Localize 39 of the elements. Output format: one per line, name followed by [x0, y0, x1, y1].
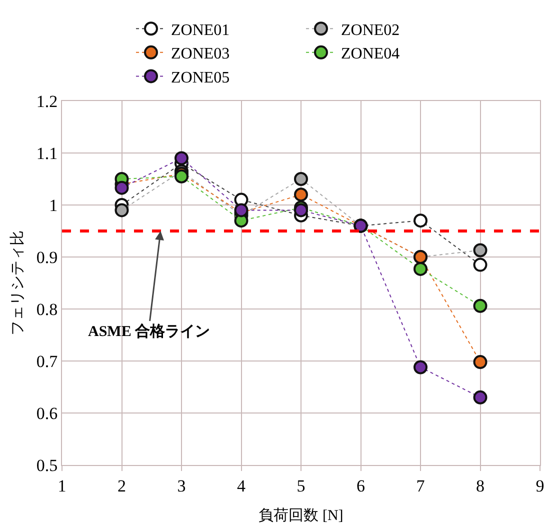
x-axis-title: 負荷回数 [N]	[258, 507, 344, 524]
legend-label: ZONE04	[341, 46, 400, 63]
y-tick-label: 0.5	[36, 456, 58, 475]
y-tick-label: 1.2	[36, 92, 58, 111]
point	[473, 258, 488, 272]
x-tick-label: 5	[296, 476, 306, 496]
point	[294, 172, 308, 186]
legend-label: ZONE01	[171, 22, 230, 39]
x-tick-label: 3	[177, 476, 186, 496]
point	[473, 243, 488, 258]
point	[473, 298, 488, 313]
y-tick-label: 1	[49, 196, 58, 215]
point	[414, 214, 428, 228]
y-axis-title: フェリシティ比	[9, 230, 26, 336]
legend-label: ZONE03	[171, 46, 230, 63]
point	[294, 188, 308, 202]
y-tick-label: 0.6	[36, 404, 58, 423]
legend-label: ZONE02	[341, 22, 400, 39]
point	[234, 203, 248, 218]
point	[414, 360, 428, 374]
x-tick-label: 8	[476, 476, 484, 496]
y-tick-label: 0.9	[36, 248, 58, 267]
point	[294, 203, 308, 218]
y-tick-label: 0.7	[36, 352, 58, 371]
point	[473, 355, 488, 370]
point	[473, 390, 488, 404]
point	[114, 180, 129, 195]
x-tick-label: 2	[118, 476, 126, 496]
point	[174, 169, 188, 184]
x-tick-label: 9	[536, 476, 544, 496]
legend-label: ZONE05	[171, 69, 230, 86]
point	[114, 203, 129, 218]
x-tick-label: 7	[416, 476, 426, 496]
annotation: ASME 合格ライン	[88, 323, 210, 340]
x-tick-label: 6	[356, 476, 365, 496]
point	[414, 262, 428, 276]
x-tick-label: 4	[237, 476, 246, 496]
y-tick-label: 0.8	[36, 300, 58, 319]
y-tick-label: 1.1	[36, 144, 58, 163]
